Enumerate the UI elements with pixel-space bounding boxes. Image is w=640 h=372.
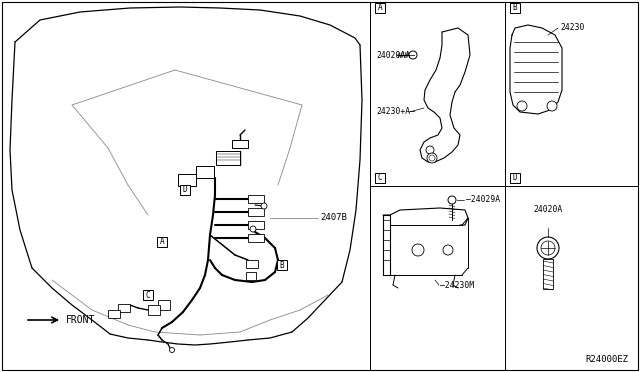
- FancyBboxPatch shape: [277, 260, 287, 270]
- FancyBboxPatch shape: [375, 173, 385, 183]
- Circle shape: [429, 155, 435, 161]
- Bar: [248, 208, 264, 216]
- Circle shape: [412, 244, 424, 256]
- FancyBboxPatch shape: [375, 3, 385, 13]
- Text: —24230M: —24230M: [440, 280, 474, 289]
- Circle shape: [426, 146, 434, 154]
- Text: 24230+A—: 24230+A—: [376, 108, 415, 116]
- Circle shape: [427, 153, 437, 163]
- Bar: [118, 304, 130, 312]
- Circle shape: [261, 203, 267, 209]
- Circle shape: [547, 101, 557, 111]
- Text: 2407B: 2407B: [320, 214, 347, 222]
- Bar: [148, 305, 160, 315]
- Circle shape: [170, 347, 175, 353]
- FancyBboxPatch shape: [510, 173, 520, 183]
- FancyBboxPatch shape: [510, 3, 520, 13]
- FancyBboxPatch shape: [157, 237, 167, 247]
- Text: D: D: [513, 173, 517, 183]
- Text: D: D: [182, 186, 188, 195]
- Bar: [158, 300, 170, 310]
- Bar: [178, 174, 196, 186]
- Circle shape: [409, 51, 417, 59]
- Bar: [196, 166, 214, 178]
- Circle shape: [443, 245, 453, 255]
- Text: B: B: [513, 3, 517, 13]
- Circle shape: [517, 101, 527, 111]
- FancyBboxPatch shape: [180, 185, 190, 195]
- Text: 24020A: 24020A: [533, 205, 563, 215]
- Circle shape: [448, 196, 456, 204]
- Bar: [246, 260, 258, 268]
- Bar: [248, 195, 264, 203]
- Text: C: C: [146, 291, 150, 299]
- Circle shape: [537, 237, 559, 259]
- FancyBboxPatch shape: [143, 290, 153, 300]
- Text: FRONT: FRONT: [66, 315, 95, 325]
- Text: R24000EZ: R24000EZ: [585, 355, 628, 364]
- Bar: [248, 234, 264, 242]
- Text: A: A: [378, 3, 382, 13]
- Bar: [232, 140, 248, 148]
- Circle shape: [541, 241, 555, 255]
- Bar: [216, 151, 240, 165]
- Text: C: C: [378, 173, 382, 183]
- Text: —24029A: —24029A: [466, 196, 500, 205]
- Text: B: B: [280, 260, 284, 269]
- Bar: [246, 272, 256, 280]
- Bar: [543, 259, 553, 289]
- Text: 24230: 24230: [560, 23, 584, 32]
- Text: A: A: [160, 237, 164, 247]
- Circle shape: [250, 226, 256, 232]
- Bar: [248, 221, 264, 229]
- Bar: [108, 310, 120, 318]
- Text: 24020AA—: 24020AA—: [376, 51, 415, 60]
